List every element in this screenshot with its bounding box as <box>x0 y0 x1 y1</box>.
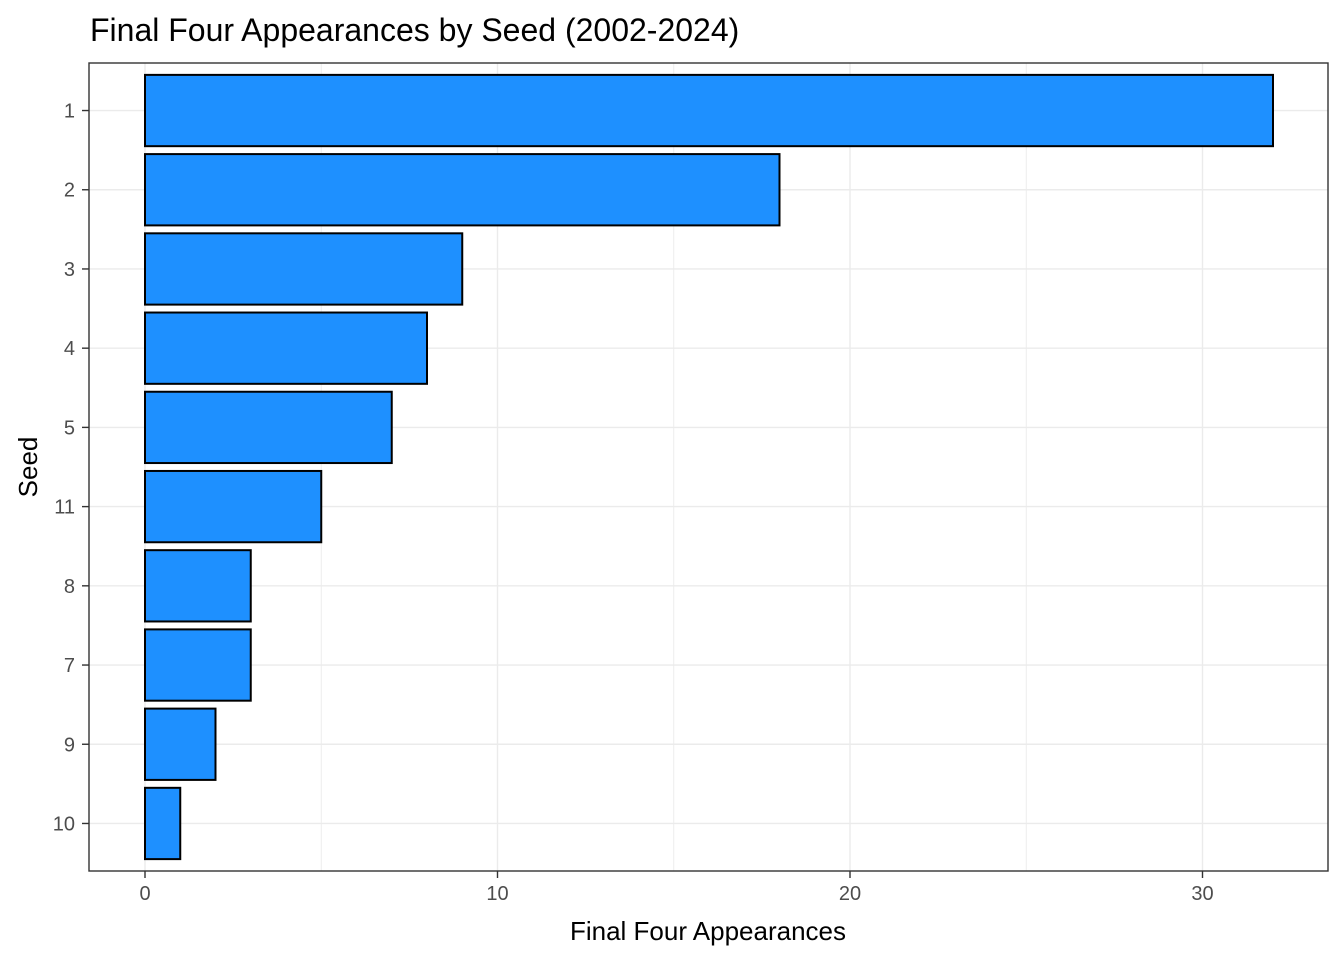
x-tick-label: 30 <box>1191 883 1213 905</box>
y-tick-label: 10 <box>53 813 75 835</box>
y-tick-label: 5 <box>64 417 75 439</box>
y-tick-label: 7 <box>64 655 75 677</box>
y-tick-label: 2 <box>64 180 75 202</box>
y-tick-label: 8 <box>64 576 75 598</box>
bar-seed-5 <box>144 390 393 465</box>
y-tick-label: 11 <box>54 497 75 519</box>
x-axis-title: Final Four Appearances <box>570 916 846 946</box>
y-tick-label: 4 <box>64 338 75 360</box>
chart-title: Final Four Appearances by Seed (2002-202… <box>90 12 739 48</box>
y-tick-label: 3 <box>64 259 75 281</box>
bar-seed-4 <box>144 311 428 385</box>
x-axis-ticks: 0 10 20 30 <box>139 871 1214 905</box>
y-axis-title: Seed <box>13 437 43 498</box>
bar-seed-2 <box>144 153 781 227</box>
x-tick-label: 10 <box>486 883 508 905</box>
bar-seed-3 <box>144 232 464 306</box>
x-tick-label: 0 <box>139 883 150 905</box>
bar-seed-8 <box>144 549 252 623</box>
bar-seed-1 <box>144 73 1274 148</box>
bar-seed-9 <box>144 707 217 781</box>
bar-seed-7 <box>144 628 252 702</box>
bar-seed-11 <box>144 469 323 544</box>
bar-seed-10 <box>144 786 182 861</box>
panel-border <box>88 62 1329 872</box>
y-axis-ticks: 1 2 3 4 5 11 8 7 9 10 <box>53 101 89 835</box>
y-tick-label: 9 <box>64 734 75 756</box>
bars <box>144 73 1274 861</box>
y-tick-label: 1 <box>64 101 75 123</box>
x-tick-label: 20 <box>839 883 861 905</box>
